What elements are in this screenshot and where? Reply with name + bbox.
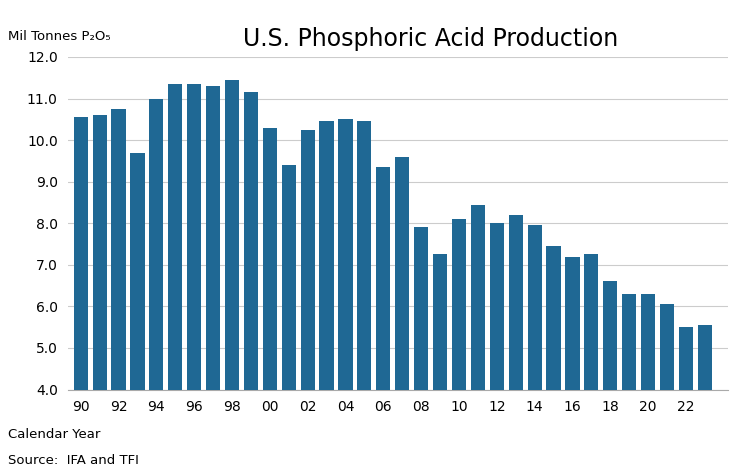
- Bar: [414, 228, 428, 475]
- Bar: [679, 327, 693, 475]
- Bar: [262, 128, 277, 475]
- Bar: [320, 122, 334, 475]
- Bar: [509, 215, 523, 475]
- Bar: [74, 117, 88, 475]
- Bar: [338, 119, 352, 475]
- Bar: [187, 84, 201, 475]
- Bar: [112, 109, 126, 475]
- Bar: [357, 122, 371, 475]
- Bar: [622, 294, 636, 475]
- Bar: [130, 152, 145, 475]
- Bar: [490, 223, 504, 475]
- Bar: [603, 281, 617, 475]
- Bar: [244, 92, 258, 475]
- Bar: [566, 256, 580, 475]
- Bar: [376, 167, 391, 475]
- Bar: [92, 115, 106, 475]
- Bar: [452, 219, 466, 475]
- Bar: [641, 294, 656, 475]
- Bar: [225, 80, 239, 475]
- Bar: [433, 255, 447, 475]
- Text: Calendar Year: Calendar Year: [8, 428, 100, 440]
- Text: Source:  IFA and TFI: Source: IFA and TFI: [8, 454, 138, 466]
- Bar: [584, 255, 598, 475]
- Bar: [206, 86, 220, 475]
- Bar: [168, 84, 182, 475]
- Bar: [527, 225, 542, 475]
- Bar: [698, 325, 712, 475]
- Bar: [395, 157, 410, 475]
- Title: U.S. Phosphoric Acid Production: U.S. Phosphoric Acid Production: [243, 27, 618, 51]
- Bar: [660, 304, 674, 475]
- Bar: [282, 165, 296, 475]
- Text: Mil Tonnes P₂O₅: Mil Tonnes P₂O₅: [8, 30, 110, 43]
- Bar: [547, 246, 560, 475]
- Bar: [471, 205, 485, 475]
- Bar: [301, 130, 315, 475]
- Bar: [149, 99, 164, 475]
